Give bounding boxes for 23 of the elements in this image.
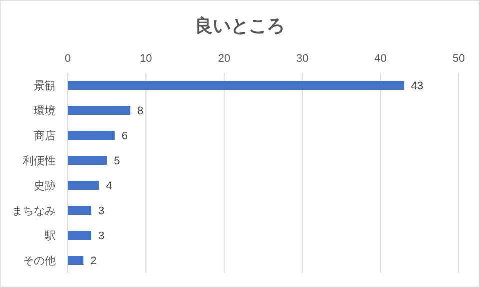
category-label: その他 — [23, 256, 56, 268]
data-label: 43 — [411, 80, 424, 92]
data-label: 8 — [138, 106, 144, 118]
category-label: 景観 — [34, 80, 56, 92]
category-label: 史跡 — [34, 180, 56, 192]
category-label: まちなみ — [12, 206, 56, 218]
category-label: 環境 — [34, 106, 56, 118]
data-label: 3 — [98, 206, 105, 218]
data-label: 2 — [90, 256, 97, 268]
x-tick-label: 40 — [374, 53, 387, 65]
x-tick-label: 10 — [140, 53, 152, 65]
x-tick-label: 0 — [64, 53, 72, 65]
x-tick-label: 20 — [218, 53, 231, 65]
x-tick-label: 30 — [296, 53, 309, 65]
data-label: 3 — [98, 230, 105, 242]
category-label: 商店 — [34, 130, 56, 142]
category-label: 利便性 — [23, 156, 56, 168]
title: 良いところ — [195, 16, 285, 36]
category-label: 駅 — [45, 230, 56, 242]
data-label: 4 — [106, 180, 112, 192]
data-label: 6 — [122, 130, 128, 142]
data-label: 5 — [114, 156, 120, 168]
x-tick-label: 50 — [452, 53, 466, 65]
